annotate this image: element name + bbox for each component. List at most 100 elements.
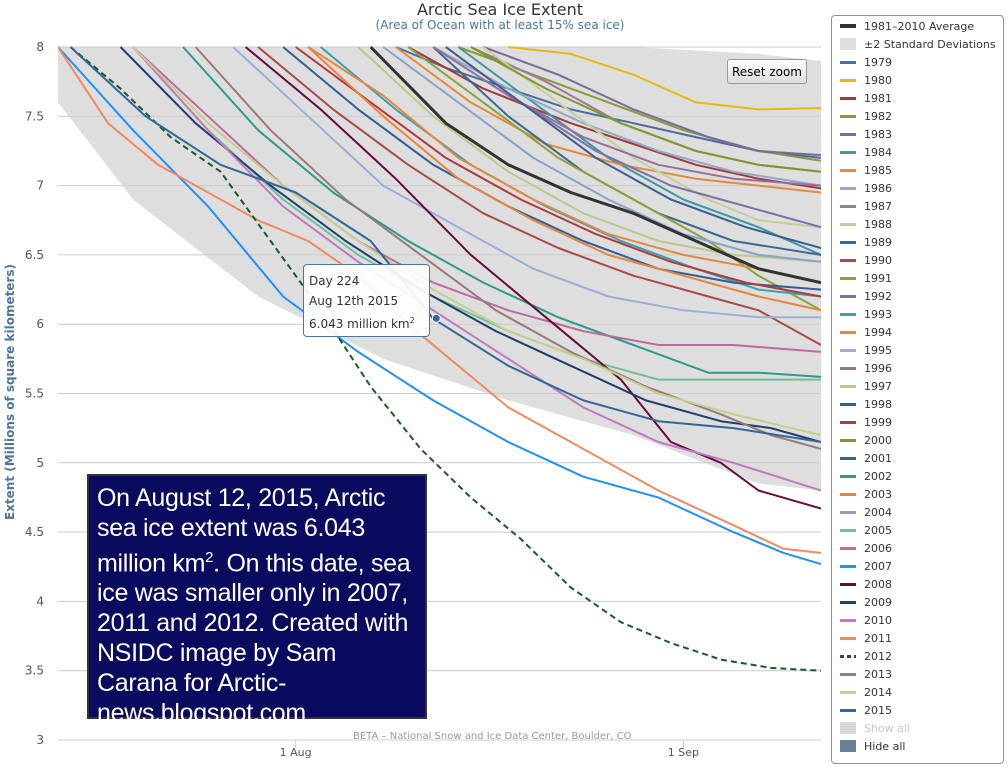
legend-item-1991[interactable]: 1991 xyxy=(840,269,892,287)
y-axis-label: Extent (Millions of square kilometers) xyxy=(3,263,17,521)
legend-item-1982[interactable]: 1982 xyxy=(840,107,892,125)
legend-item-±2 Standard Deviations[interactable]: ±2 Standard Deviations xyxy=(840,35,996,53)
legend-item-1988[interactable]: 1988 xyxy=(840,215,892,233)
legend-item-2010[interactable]: 2010 xyxy=(840,611,892,629)
legend-item-1989[interactable]: 1989 xyxy=(840,233,892,251)
legend-item-2005[interactable]: 2005 xyxy=(840,521,892,539)
legend-line-symbol xyxy=(840,510,856,514)
legend-item-1990[interactable]: 1990 xyxy=(840,251,892,269)
series-line-1997 xyxy=(357,46,821,263)
tooltip-value: 6.043 million km2 xyxy=(309,316,415,331)
legend-item-2000[interactable]: 2000 xyxy=(840,431,892,449)
legend-item-2007[interactable]: 2007 xyxy=(840,557,892,575)
legend-item-label: 2015 xyxy=(864,703,892,717)
legend-line-symbol xyxy=(840,438,856,442)
legend-line-symbol xyxy=(840,258,856,262)
legend-item-label: 1994 xyxy=(864,325,892,339)
legend-item-label: 1981 xyxy=(864,91,892,105)
legend-item-1979[interactable]: 1979 xyxy=(840,53,892,71)
legend-button-label: Hide all xyxy=(864,739,906,753)
legend-item-2002[interactable]: 2002 xyxy=(840,467,892,485)
series-line-2013 xyxy=(194,46,821,450)
legend-item-1996[interactable]: 1996 xyxy=(840,359,892,377)
legend-item-label: 2006 xyxy=(864,541,892,555)
legend-line-symbol xyxy=(840,528,856,532)
legend-item-2001[interactable]: 2001 xyxy=(840,449,892,467)
y-tick-label: 3.5 xyxy=(25,664,44,678)
legend-item-2014[interactable]: 2014 xyxy=(840,683,892,701)
legend-item-label: 1985 xyxy=(864,163,892,177)
legend-button-swatch xyxy=(840,740,856,752)
legend-line-symbol xyxy=(840,402,856,406)
series-line-1996 xyxy=(432,46,821,187)
legend-item-label: 1980 xyxy=(864,73,892,87)
reset-zoom-button[interactable]: Reset zoom xyxy=(727,59,807,84)
series-line-1999 xyxy=(295,46,821,298)
legend-item-2009[interactable]: 2009 xyxy=(840,593,892,611)
legend-item-2004[interactable]: 2004 xyxy=(840,503,892,521)
legend-line-symbol xyxy=(840,150,856,154)
tooltip-point xyxy=(431,313,441,323)
legend-line-symbol xyxy=(840,708,856,712)
legend-swatch xyxy=(840,38,856,50)
legend-line-symbol xyxy=(840,186,856,190)
legend-item-1981[interactable]: 1981 xyxy=(840,89,892,107)
legend-item-1987[interactable]: 1987 xyxy=(840,197,892,215)
legend-line-symbol xyxy=(840,294,856,298)
legend-button-label: Show all xyxy=(864,721,911,735)
legend-item-1997[interactable]: 1997 xyxy=(840,377,892,395)
legend-item-1992[interactable]: 1992 xyxy=(840,287,892,305)
legend-item-1995[interactable]: 1995 xyxy=(840,341,892,359)
legend-item-label: 1996 xyxy=(864,361,892,375)
legend-line-symbol xyxy=(840,222,856,226)
series-line-1984 xyxy=(457,46,821,256)
legend-item-2012[interactable]: 2012 xyxy=(840,647,892,665)
legend-item-2013[interactable]: 2013 xyxy=(840,665,892,683)
y-tick-label: 6 xyxy=(36,317,44,331)
y-tick-label: 5 xyxy=(36,456,44,470)
legend-line-symbol xyxy=(840,366,856,370)
legend-item-1998[interactable]: 1998 xyxy=(840,395,892,413)
series-line-2010 xyxy=(132,46,821,492)
chart-subtitle: (Area of Ocean with at least 15% sea ice… xyxy=(375,18,625,32)
legend-item-1993[interactable]: 1993 xyxy=(840,305,892,323)
hide-all-button[interactable]: Hide all xyxy=(840,737,905,755)
legend-line-symbol xyxy=(840,330,856,334)
legend-line-symbol xyxy=(840,132,856,136)
legend-line-symbol xyxy=(840,618,856,622)
legend-item-label: 1988 xyxy=(864,217,892,231)
series-line-1995 xyxy=(232,46,821,319)
series-line-2007 xyxy=(58,46,821,565)
legend-item-2003[interactable]: 2003 xyxy=(840,485,892,503)
legend-item-label: 1995 xyxy=(864,343,892,357)
legend-item-2008[interactable]: 2008 xyxy=(840,575,892,593)
legend-item-2011[interactable]: 2011 xyxy=(840,629,892,647)
show-all-button[interactable]: Show all xyxy=(840,719,910,737)
annotation-box: On August 12, 2015, Arctic sea ice exten… xyxy=(87,474,427,727)
y-tick-label: 7 xyxy=(36,179,44,193)
legend-item-2015[interactable]: 2015 xyxy=(840,701,892,719)
legend-item-1986[interactable]: 1986 xyxy=(840,179,892,197)
legend-item-label: 2000 xyxy=(864,433,892,447)
legend-item-1999[interactable]: 1999 xyxy=(840,413,892,431)
legend-item-1984[interactable]: 1984 xyxy=(840,143,892,161)
y-tick-label: 7.5 xyxy=(25,109,44,123)
series-line-2006 xyxy=(132,46,821,353)
legend-line-symbol xyxy=(840,564,856,568)
legend-line-symbol xyxy=(840,276,856,280)
legend-line-symbol xyxy=(840,60,856,64)
legend-item-1985[interactable]: 1985 xyxy=(840,161,892,179)
legend-item-1983[interactable]: 1983 xyxy=(840,125,892,143)
legend-item-2006[interactable]: 2006 xyxy=(840,539,892,557)
series-line-1994 xyxy=(307,46,821,284)
series-line-1983 xyxy=(482,46,821,157)
legend-item-1981–2010 Average[interactable]: 1981–2010 Average xyxy=(840,17,974,35)
legend-item-1994[interactable]: 1994 xyxy=(840,323,892,341)
legend-line-symbol xyxy=(840,690,856,694)
legend-item-1980[interactable]: 1980 xyxy=(840,71,892,89)
series-line-2008 xyxy=(244,46,821,510)
series-line-1990 xyxy=(257,46,821,346)
legend-item-label: 1993 xyxy=(864,307,892,321)
series-line-2012 xyxy=(69,46,821,672)
legend-line-symbol xyxy=(840,168,856,172)
